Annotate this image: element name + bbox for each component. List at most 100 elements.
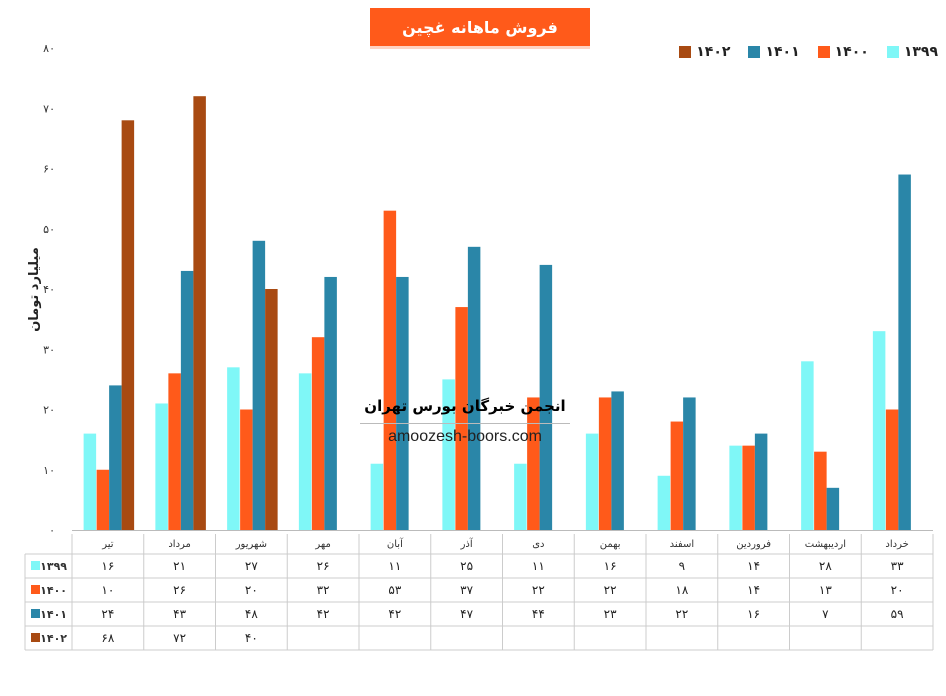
bar-s2-5 <box>467 246 481 530</box>
bar-s2-6 <box>539 264 553 530</box>
y-tick-label: ۸۰ <box>43 42 55 55</box>
data-label-s1-0: ۱۰ <box>101 583 114 597</box>
data-label-s0-7: ۱۶ <box>604 559 617 573</box>
data-label-s2-11: ۵۹ <box>891 607 904 621</box>
y-tick-label: ۵۰ <box>43 223 55 236</box>
legend-swatch-s2 <box>748 46 761 58</box>
data-label-s0-2: ۲۷ <box>245 559 258 573</box>
data-label-s2-0: ۲۴ <box>101 607 114 621</box>
legend-item-s1: ۱۴۰۰ <box>817 44 869 60</box>
bar-s0-4 <box>370 463 384 530</box>
table-legend-key-s2 <box>31 609 40 618</box>
data-label-s2-4: ۴۲ <box>388 607 401 621</box>
data-label-s2-9: ۱۶ <box>747 607 760 621</box>
data-label-s1-5: ۳۷ <box>460 583 473 597</box>
legend-label-s3: ۱۴۰۲ <box>696 44 731 60</box>
x-tick-label: بهمن <box>600 539 621 550</box>
table-series-name-s3: ۱۴۰۲ <box>40 632 67 645</box>
bar-s0-2 <box>227 367 240 530</box>
bar-s1-1 <box>168 373 181 530</box>
data-label-s0-11: ۳۳ <box>891 559 904 573</box>
data-label-s0-3: ۲۶ <box>317 559 330 573</box>
bar-s0-11 <box>872 331 886 530</box>
data-label-s0-0: ۱۶ <box>101 559 114 573</box>
y-tick-label: ۱۰ <box>43 464 55 477</box>
bar-s0-7 <box>585 433 599 530</box>
bar-s0-10 <box>801 361 814 530</box>
bar-s1-10 <box>814 451 827 530</box>
data-label-s1-7: ۲۲ <box>604 583 617 597</box>
bar-s0-0 <box>83 433 97 530</box>
y-tick-label: ۶۰ <box>43 163 55 176</box>
y-tick-label: ۰ <box>49 524 55 537</box>
table-legend-key-s3 <box>31 633 40 642</box>
data-label-s0-10: ۲۸ <box>819 559 832 573</box>
bar-s2-2 <box>252 240 266 531</box>
data-label-s0-9: ۱۴ <box>747 559 760 573</box>
data-label-s1-10: ۱۳ <box>819 583 832 597</box>
legend-swatch-s1 <box>817 46 830 58</box>
data-label-s2-10: ۷ <box>822 607 829 621</box>
bar-s1-8 <box>670 421 684 530</box>
data-label-s1-6: ۲۲ <box>532 583 545 597</box>
data-label-s2-3: ۴۲ <box>317 607 330 621</box>
bar-s1-5 <box>455 307 468 530</box>
bar-s3-0 <box>121 120 135 531</box>
data-label-s2-6: ۴۴ <box>532 607 545 621</box>
data-label-s1-1: ۲۶ <box>173 583 186 597</box>
data-label-s0-6: ۱۱ <box>532 559 545 573</box>
x-tick-label: اردیبهشت <box>805 539 846 550</box>
bar-s3-1 <box>193 96 206 530</box>
bar-s2-4 <box>396 276 409 530</box>
data-label-s2-5: ۴۷ <box>460 607 473 621</box>
data-label-s0-4: ۱۱ <box>388 559 401 573</box>
bar-s2-8 <box>683 397 696 530</box>
bar-s1-7 <box>598 397 612 530</box>
bar-s1-4 <box>383 210 397 531</box>
data-label-s2-1: ۴۳ <box>173 607 186 621</box>
y-tick-label: ۲۰ <box>43 404 55 417</box>
y-tick-label: ۷۰ <box>43 102 55 115</box>
x-tick-label: شهریور <box>235 539 267 550</box>
watermark-url: amoozesh-boors.com <box>388 428 542 445</box>
bar-s1-9 <box>742 445 755 530</box>
bar-s0-5 <box>442 379 455 530</box>
bar-s1-0 <box>96 469 110 530</box>
data-label-s3-0: ۶۸ <box>101 631 114 645</box>
x-tick-label: آذر <box>460 537 474 550</box>
bar-s2-10 <box>826 487 840 530</box>
x-tick-label: آبان <box>387 537 404 550</box>
bar-s0-6 <box>514 463 527 530</box>
table-series-name-s2: ۱۴۰۱ <box>40 608 67 621</box>
bar-s2-11 <box>898 174 911 530</box>
table-series-name-s0: ۱۳۹۹ <box>40 560 67 573</box>
x-tick-label: مهر <box>314 539 330 550</box>
legend-label-s1: ۱۴۰۰ <box>834 44 869 60</box>
data-label-s0-8: ۹ <box>679 559 685 573</box>
legend-label-s0: ۱۳۹۹ <box>903 44 938 60</box>
legend-item-s0: ۱۳۹۹ <box>886 44 938 60</box>
x-tick-label: دی <box>532 539 544 550</box>
bar-s2-3 <box>324 276 337 530</box>
x-tick-label: اسفند <box>670 539 694 550</box>
data-label-s2-2: ۴۸ <box>245 607 258 621</box>
legend-label-s2: ۱۴۰۱ <box>765 44 800 60</box>
watermark-title: انجمن خبرگان بورس تهران <box>360 397 570 424</box>
bar-s0-3 <box>298 373 312 530</box>
table-legend-key-s0 <box>31 561 40 570</box>
legend-swatch-s3 <box>679 46 692 58</box>
legend-swatch-s0 <box>886 46 899 58</box>
legend-item-s3: ۱۴۰۲ <box>679 44 730 60</box>
data-label-s2-8: ۲۲ <box>675 607 688 621</box>
bar-s0-1 <box>155 403 168 530</box>
bar-s1-11 <box>885 409 899 530</box>
bar-s2-0 <box>109 385 122 530</box>
x-tick-label: مرداد <box>168 539 191 550</box>
bar-s3-2 <box>265 289 278 530</box>
table-series-name-s1: ۱۴۰۰ <box>40 584 67 597</box>
table-legend-key-s1 <box>31 585 40 594</box>
chart-title: فروش ماهانه غچین <box>370 8 590 46</box>
y-tick-label: ۳۰ <box>43 343 55 356</box>
x-tick-label: فروردین <box>736 539 771 550</box>
